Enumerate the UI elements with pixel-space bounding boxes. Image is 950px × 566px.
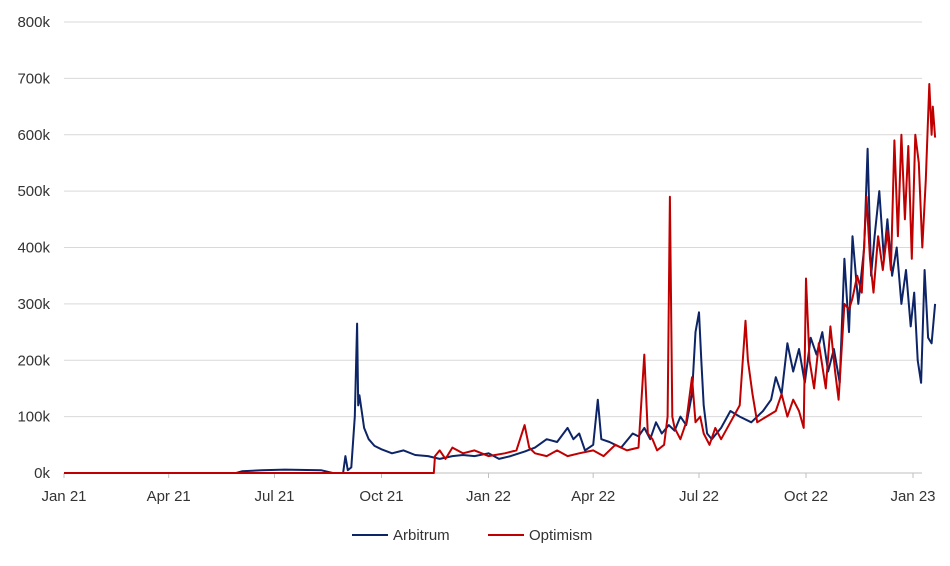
series-line-arbitrum — [64, 147, 937, 474]
x-tick-label: Oct 22 — [784, 488, 828, 505]
x-tick-label: Jul 21 — [254, 488, 294, 505]
y-tick-label: 400k — [17, 240, 50, 257]
series-lines — [64, 83, 937, 474]
y-tick-label: 0k — [34, 465, 50, 482]
x-tick-label: Oct 21 — [359, 488, 403, 505]
y-tick-label: 200k — [17, 352, 50, 369]
legend-label-optimism: Optimism — [529, 527, 592, 544]
x-tick-label: Apr 22 — [571, 488, 615, 505]
x-axis-tick-labels: Jan 21 Apr 21 Jul 21 Oct 21 Jan 22 Apr 22 Jul … — [41, 488, 935, 505]
series-line-optimism — [64, 83, 937, 474]
y-tick-label: 500k — [17, 183, 50, 200]
x-tick-label: Jan 21 — [41, 488, 86, 505]
y-tick-label: 600k — [17, 127, 50, 144]
y-axis-tick-labels: 0k 100k 200k 300k 400k 500k 600k 700k 800k — [17, 14, 50, 482]
y-tick-label: 700k — [17, 70, 50, 87]
gridlines — [64, 21, 922, 418]
y-tick-label: 800k — [17, 14, 50, 31]
y-tick-label: 300k — [17, 296, 50, 313]
x-tick-label: Jul 22 — [679, 488, 719, 505]
y-tick-label: 100k — [17, 409, 50, 426]
legend: Arbitrum Optimism — [352, 527, 592, 544]
x-tick-label: Jan 23 — [890, 488, 935, 505]
x-tick-label: Apr 21 — [147, 488, 191, 505]
x-tick-label: Jan 22 — [466, 488, 511, 505]
legend-label-arbitrum: Arbitrum — [393, 527, 450, 544]
